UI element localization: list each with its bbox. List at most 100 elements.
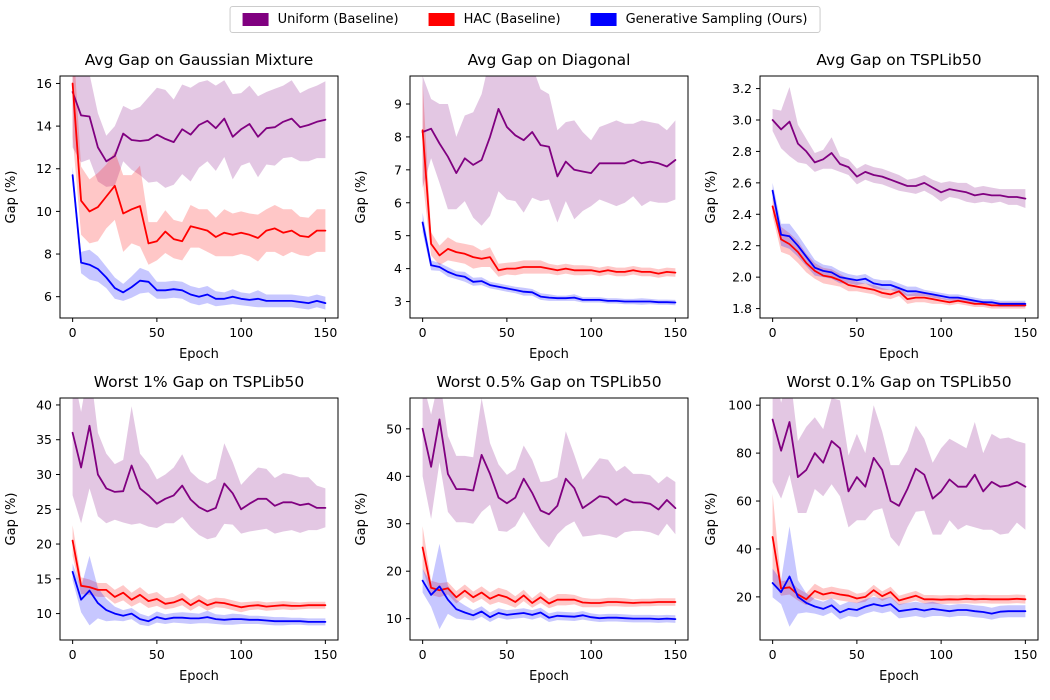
y-tick-label: 20 (736, 589, 752, 604)
y-axis-label: Gap (%) (4, 493, 19, 546)
y-tick-label: 8 (394, 129, 402, 144)
chart-title: Avg Gap on Gaussian Mixture (85, 51, 314, 69)
series-line-0 (771, 418, 1027, 507)
x-tick-label: 0 (769, 325, 777, 340)
y-tick-label: 30 (36, 467, 52, 482)
chart-canvas-avg-gap-gaussian-mixture: 0 50 100 150 6 8 10 12 14 16 Avg Gap on Gaussian M… (4, 51, 339, 362)
y-tick-label: 5 (394, 228, 402, 243)
y-tick-label: 6 (394, 195, 402, 210)
series-line-0 (71, 424, 327, 513)
x-tick-label: 100 (579, 325, 603, 340)
x-tick-label: 50 (499, 325, 515, 340)
series-line-2 (71, 570, 327, 623)
plot-area (71, 398, 327, 627)
subplot-avg-gap-tsplib50: 0 50 100 150 1.8 2.0 2.2 2.4 2.6 2.8 3.0 3.2 Avg Gap… (700, 46, 1050, 368)
y-tick-label: 7 (394, 162, 402, 177)
subplot-worst-0p1pct-gap-tsplib50: 0 50 100 150 20 40 60 80 100 Worst 0.1% Gap on TS… (700, 368, 1050, 690)
y-tick-label: 50 (386, 421, 402, 436)
y-tick-label: 3 (394, 294, 402, 309)
y-axis-label: Gap (%) (354, 171, 369, 224)
series-line-0 (421, 418, 677, 516)
confidence-band-series-1 (72, 76, 326, 265)
confidence-band-series-2 (422, 543, 676, 630)
series-line-2 (421, 579, 677, 621)
y-tick-label: 20 (36, 537, 52, 552)
plot-area (421, 76, 677, 306)
series-line-1 (771, 205, 1027, 307)
legend-swatch-generative (590, 13, 617, 26)
x-tick-label: 50 (499, 647, 515, 662)
x-tick-label: 150 (663, 325, 687, 340)
series-line-1 (421, 546, 677, 605)
x-tick-label: 50 (149, 325, 165, 340)
y-tick-label: 16 (36, 76, 52, 91)
plot-area (771, 87, 1027, 309)
subplot-worst-1pct-gap-tsplib50: 0 50 100 150 10 15 20 25 30 35 40 Worst 1% Gap on T… (0, 368, 350, 690)
legend-label-uniform: Uniform (Baseline) (277, 12, 399, 27)
confidence-band-series-1 (72, 525, 326, 613)
legend-item-hac: HAC (Baseline) (428, 12, 561, 27)
x-tick-label: 150 (1013, 325, 1037, 340)
y-tick-label: 3.2 (732, 81, 752, 96)
plot-area (71, 76, 327, 310)
confidence-band-series-2 (72, 555, 326, 627)
axes-spines (759, 75, 1039, 319)
confidence-band-series-0 (72, 398, 326, 540)
x-axis-label: Epoch (179, 347, 219, 362)
y-tick-label: 2.4 (732, 207, 752, 222)
confidence-band-series-2 (422, 212, 676, 306)
y-axis-label: Gap (%) (704, 493, 719, 546)
x-tick-label: 150 (1013, 647, 1037, 662)
x-axis-label: Epoch (179, 669, 219, 684)
x-tick-label: 150 (313, 647, 337, 662)
confidence-band-series-0 (422, 398, 676, 548)
x-tick-label: 150 (313, 325, 337, 340)
y-tick-label: 2.6 (732, 175, 752, 190)
y-tick-label: 2.2 (732, 238, 752, 253)
axes-spines (759, 397, 1039, 641)
y-tick-label: 14 (36, 119, 52, 134)
axes-spines (409, 397, 689, 641)
y-tick-label: 10 (36, 606, 52, 621)
series-line-1 (71, 82, 327, 245)
x-tick-label: 50 (149, 647, 165, 662)
x-tick-label: 0 (769, 647, 777, 662)
chart-canvas-worst-0p1pct-gap-tsplib50: 0 50 100 150 20 40 60 80 100 Worst 0.1% Gap on TS… (704, 373, 1039, 684)
subplot-grid: 0 50 100 150 6 8 10 12 14 16 Avg Gap on Gaussian M… (0, 46, 1050, 690)
y-tick-label: 2.0 (732, 270, 752, 285)
y-tick-label: 12 (36, 161, 52, 176)
x-tick-label: 100 (579, 647, 603, 662)
y-tick-label: 10 (386, 611, 402, 626)
confidence-band-series-0 (772, 398, 1026, 547)
chart-canvas-worst-0p5pct-gap-tsplib50: 0 50 100 150 10 20 30 40 50 Worst 0.5% Gap on TSP… (354, 373, 689, 684)
legend-label-hac: HAC (Baseline) (463, 12, 561, 27)
series-line-0 (71, 91, 327, 163)
chart-canvas-avg-gap-tsplib50: 0 50 100 150 1.8 2.0 2.2 2.4 2.6 2.8 3.0 3.2 Avg Gap… (704, 51, 1039, 362)
chart-title: Avg Gap on TSPLib50 (816, 51, 981, 69)
x-tick-label: 0 (69, 647, 77, 662)
subplot-worst-0p5pct-gap-tsplib50: 0 50 100 150 10 20 30 40 50 Worst 0.5% Gap on TSP… (350, 368, 700, 690)
subplot-avg-gap-gaussian-mixture: 0 50 100 150 6 8 10 12 14 16 Avg Gap on Gaussian M… (0, 46, 350, 368)
confidence-band-series-1 (422, 80, 676, 278)
y-tick-label: 30 (386, 516, 402, 531)
y-tick-label: 80 (736, 446, 752, 461)
chart-title: Worst 0.1% Gap on TSPLib50 (786, 373, 1011, 391)
chart-canvas-avg-gap-diagonal: 0 50 100 150 3 4 5 6 7 8 9 Avg Gap on Diagonal Epoch… (354, 51, 689, 362)
x-axis-label: Epoch (529, 347, 569, 362)
y-tick-label: 2.8 (732, 144, 752, 159)
chart-title: Worst 1% Gap on TSPLib50 (94, 373, 305, 391)
confidence-band-series-1 (422, 526, 676, 609)
y-tick-label: 35 (36, 432, 52, 447)
confidence-band-series-1 (772, 197, 1026, 309)
x-tick-label: 100 (229, 325, 253, 340)
y-tick-label: 100 (728, 398, 752, 413)
y-tick-label: 10 (36, 204, 52, 219)
y-tick-label: 6 (44, 289, 52, 304)
series-line-2 (771, 189, 1027, 305)
chart-canvas-worst-1pct-gap-tsplib50: 0 50 100 150 10 15 20 25 30 35 40 Worst 1% Gap on T… (4, 373, 339, 684)
plot-area (421, 398, 677, 630)
confidence-band-series-2 (772, 182, 1026, 307)
series-line-2 (421, 221, 677, 304)
x-tick-label: 100 (229, 647, 253, 662)
